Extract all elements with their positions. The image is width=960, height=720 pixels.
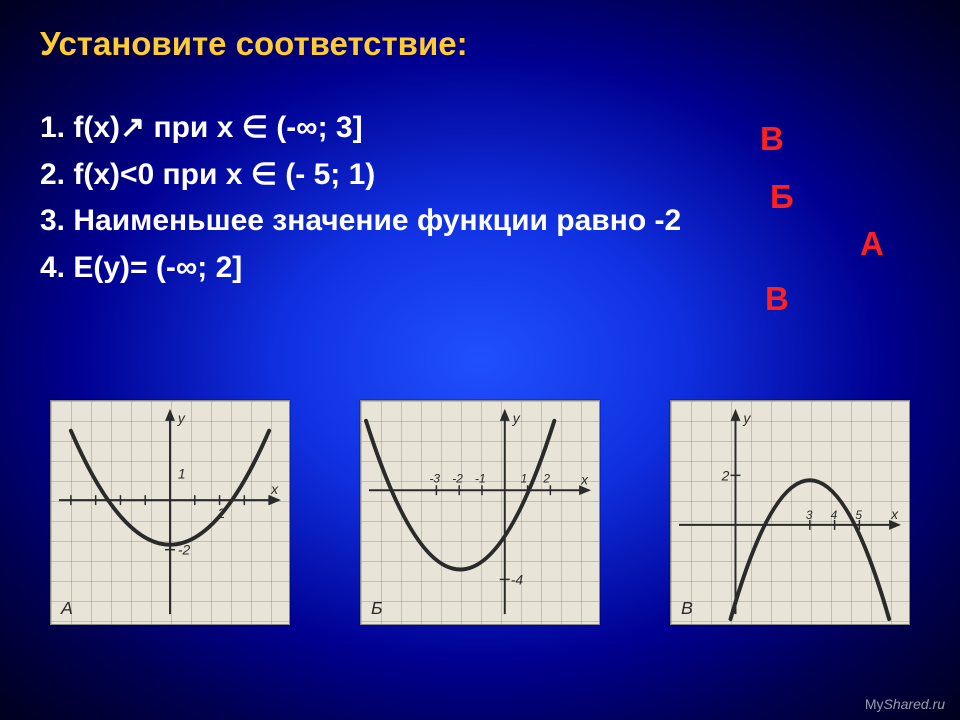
answer-2: Б — [770, 178, 794, 216]
svg-text:В: В — [681, 598, 693, 618]
svg-text:3: 3 — [806, 508, 813, 522]
slide-title: Установите соответствие: — [40, 25, 920, 63]
footer-my: My — [865, 696, 884, 712]
graph-A: yx2-21А — [50, 400, 290, 625]
svg-text:y: y — [512, 410, 521, 426]
svg-text:1: 1 — [521, 471, 528, 485]
svg-text:5: 5 — [855, 508, 862, 522]
svg-text:4: 4 — [831, 508, 838, 522]
svg-text:-2: -2 — [452, 471, 463, 485]
svg-text:-1: -1 — [475, 471, 486, 485]
svg-text:-3: -3 — [429, 471, 440, 485]
answer-3: А — [860, 225, 884, 263]
svg-text:x: x — [890, 506, 899, 522]
footer-shared: Shared.ru — [884, 696, 945, 712]
svg-text:1: 1 — [178, 465, 186, 481]
graph-C: y x 3 4 5 2 В — [670, 400, 910, 625]
svg-text:2: 2 — [721, 467, 730, 483]
answer-1: В — [760, 120, 784, 158]
answer-4: В — [765, 280, 789, 318]
statement-1: 1. f(x)↗ при x ∈ (-∞; 3] — [40, 105, 920, 152]
graph-B: y x -3 -2 -1 12 -4 Б — [360, 400, 600, 625]
svg-text:x: x — [270, 481, 279, 497]
statement-1-prefix: 1. f(x)↗ при — [40, 111, 217, 144]
statement-1-expr: x ∈ (-∞; 3] — [217, 111, 363, 144]
svg-text:2: 2 — [542, 471, 550, 485]
graphs-row: y x 2 -2 1 А y x -3 -2 -1 12 -4 Б y x 3 4 5 2 В — [50, 400, 910, 625]
svg-text:-4: -4 — [511, 571, 524, 587]
svg-text:y: y — [742, 410, 751, 426]
svg-text:y: y — [177, 410, 186, 426]
svg-text:А: А — [60, 598, 73, 618]
svg-text:x: x — [580, 471, 589, 487]
svg-text:Б: Б — [371, 598, 383, 618]
footer-watermark: MyShared.ru — [865, 696, 945, 712]
